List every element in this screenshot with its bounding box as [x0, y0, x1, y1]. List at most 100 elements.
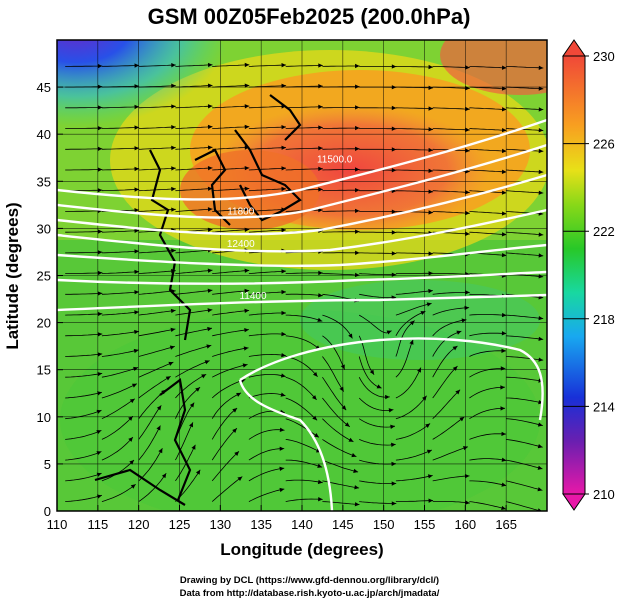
- streamline-arrowhead: [318, 146, 323, 151]
- x-tick-label: 165: [495, 517, 517, 532]
- colorbar-tick-label: 214: [593, 399, 615, 414]
- streamline-arrowhead: [427, 474, 433, 479]
- streamline-arrowhead: [462, 446, 468, 451]
- streamline: [285, 376, 317, 401]
- contour-label: 11400: [239, 291, 267, 302]
- streamline-arrowhead: [189, 402, 195, 408]
- streamline: [138, 167, 176, 171]
- streamline-arrowhead: [428, 288, 433, 294]
- streamline: [506, 480, 543, 491]
- streamline-arrowhead: [134, 228, 140, 233]
- streamline-arrowhead: [171, 166, 176, 171]
- streamline: [101, 367, 139, 378]
- streamline-arrowhead: [171, 145, 176, 150]
- streamline: [359, 252, 397, 254]
- y-tick-label: 15: [37, 363, 51, 378]
- streamline-arrowhead: [538, 274, 544, 279]
- streamline-arrowhead: [280, 392, 286, 397]
- streamline: [506, 356, 544, 361]
- streamline-arrowhead: [409, 339, 414, 345]
- colorbar-min-triangle: [562, 493, 586, 511]
- streamline-arrowhead: [369, 369, 375, 375]
- streamline: [101, 331, 139, 337]
- streamline: [506, 211, 544, 215]
- streamline: [101, 349, 139, 357]
- streamline: [101, 168, 140, 171]
- streamline-arrowhead: [189, 422, 193, 428]
- streamline: [469, 407, 505, 420]
- streamline-arrowhead: [501, 65, 507, 70]
- streamline-arrowhead: [234, 451, 240, 456]
- streamline: [65, 494, 103, 502]
- streamline-arrowhead: [280, 373, 286, 378]
- streamline: [506, 86, 544, 90]
- streamline-arrowhead: [97, 188, 103, 193]
- colorbar-gradient: [562, 55, 586, 495]
- y-tick-label: 45: [37, 80, 51, 95]
- streamline-arrowhead: [501, 312, 507, 318]
- streamline-arrowhead: [134, 146, 140, 151]
- streamline: [212, 229, 250, 233]
- coastlines: [94, 94, 302, 506]
- streamline-arrowhead: [355, 250, 360, 255]
- streamline: [432, 365, 458, 399]
- streamline-arrowhead: [244, 62, 250, 68]
- streamline-arrowhead: [314, 433, 319, 438]
- streamline: [248, 188, 287, 192]
- streamline-arrowhead: [130, 484, 136, 489]
- streamline-arrowhead: [281, 62, 287, 68]
- streamline-arrowhead: [355, 63, 360, 69]
- streamline: [469, 386, 505, 399]
- streamline: [432, 446, 469, 461]
- streamline-arrowhead: [279, 427, 285, 432]
- streamline-arrowhead: [201, 374, 207, 379]
- y-axis-label: Latitude (degrees): [3, 202, 22, 349]
- streamline: [248, 64, 287, 67]
- streamline-arrowhead: [244, 327, 249, 333]
- streamline: [65, 251, 103, 254]
- streamline-arrowhead: [129, 398, 135, 404]
- streamline-arrowhead: [244, 207, 250, 212]
- streamline: [395, 475, 433, 482]
- streamline: [432, 475, 470, 482]
- streamline: [101, 398, 136, 420]
- streamline-arrowhead: [195, 387, 201, 392]
- streamline-arrowhead: [501, 211, 507, 216]
- streamline: [395, 310, 426, 336]
- streamline-arrowhead: [97, 391, 102, 396]
- height-contours: [57, 118, 547, 511]
- streamline-arrowhead: [465, 106, 470, 112]
- streamline-arrowhead: [355, 125, 360, 131]
- streamline: [175, 188, 213, 192]
- streamline-arrowhead: [428, 147, 434, 153]
- streamline: [469, 66, 507, 69]
- streamline: [138, 208, 176, 212]
- x-tick-label: 115: [87, 517, 108, 532]
- streamline-arrowhead: [538, 357, 544, 362]
- streamline-arrowhead: [96, 494, 102, 499]
- streamline-arrowhead: [501, 232, 507, 237]
- streamline-arrowhead: [243, 346, 249, 351]
- streamline-arrowhead: [207, 83, 213, 88]
- streamline-arrowhead: [500, 366, 506, 371]
- streamline-arrowhead: [134, 329, 139, 335]
- streamline-arrowhead: [417, 367, 421, 373]
- streamline-arrowhead: [279, 446, 285, 451]
- streamline-arrowhead: [281, 124, 287, 130]
- x-axis-ticks: 110 115 120 125 130 135 140 145 150 155 160 165: [47, 505, 517, 532]
- streamline: [175, 167, 213, 171]
- streamline-arrowhead: [279, 487, 285, 493]
- streamline-arrowhead: [237, 476, 243, 482]
- streamline-arrowhead: [134, 166, 140, 172]
- streamline: [322, 356, 345, 392]
- streamline: [506, 418, 543, 426]
- streamline-arrowhead: [318, 270, 323, 276]
- streamline-arrowhead: [97, 332, 103, 337]
- streamline: [175, 126, 213, 129]
- streamline: [285, 314, 323, 322]
- streamline-arrowhead: [428, 64, 434, 70]
- streamline-arrowhead: [281, 310, 287, 316]
- streamline-arrowhead: [501, 252, 507, 258]
- streamline-arrowhead: [538, 65, 544, 70]
- streamline: [322, 314, 353, 339]
